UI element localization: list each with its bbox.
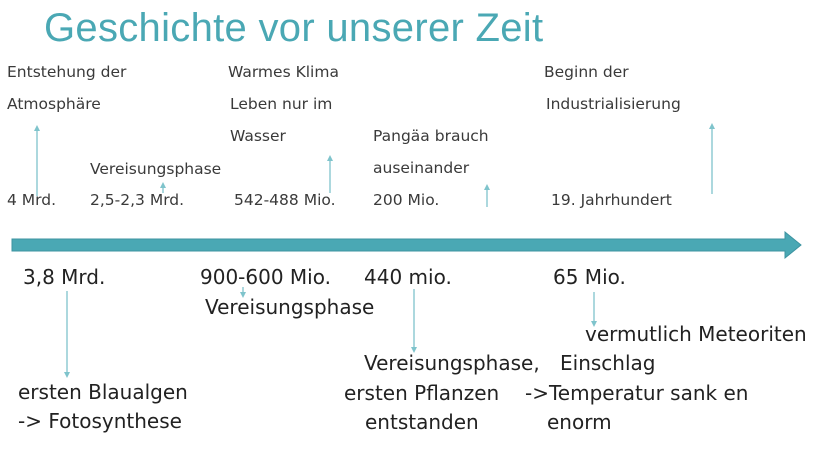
label-date-542-mio: 542-488 Mio. xyxy=(234,191,336,209)
label-meteor-3: ->Temperatur sank en xyxy=(525,381,749,405)
label-warm-climate: Warmes Klima xyxy=(228,63,339,81)
label-plants-1: Vereisungsphase, xyxy=(364,351,540,375)
label-date-3-8-mrd: 3,8 Mrd. xyxy=(23,265,106,289)
label-ice-age-2: Vereisungsphase xyxy=(205,295,375,319)
label-ice-age-1: Vereisungsphase xyxy=(90,160,222,178)
label-algae-2: -> Fotosynthese xyxy=(18,409,182,433)
timeline-arrow xyxy=(11,230,802,260)
label-date-4-mrd: 4 Mrd. xyxy=(7,191,57,209)
label-meteor-4: enorm xyxy=(547,410,612,434)
label-date-200-mio: 200 Mio. xyxy=(373,191,440,209)
label-life-water-2: Wasser xyxy=(230,127,286,145)
label-plants-2: ersten Pflanzen xyxy=(344,381,500,405)
slide-title: Geschichte vor unserer Zeit xyxy=(44,6,544,50)
label-meteor-1: vermutlich Meteoriten xyxy=(585,322,807,346)
label-date-440-mio: 440 mio. xyxy=(364,265,452,289)
label-atmosphere-1: Entstehung der xyxy=(7,63,127,81)
label-plants-3: entstanden xyxy=(365,410,479,434)
label-pangaea-2: auseinander xyxy=(373,159,470,177)
label-meteor-2: Einschlag xyxy=(560,351,656,375)
label-date-65-mio: 65 Mio. xyxy=(553,265,626,289)
label-pangaea-1: Pangäa brauch xyxy=(373,127,489,145)
label-atmosphere-2: Atmosphäre xyxy=(7,95,101,113)
label-date-900-mio: 900-600 Mio. xyxy=(200,265,331,289)
label-algae-1: ersten Blaualgen xyxy=(18,380,188,404)
label-industrial-1: Beginn der xyxy=(544,63,629,81)
label-date-19-jh: 19. Jahrhundert xyxy=(551,191,672,209)
label-life-water-1: Leben nur im xyxy=(230,95,333,113)
label-date-2-5-mrd: 2,5-2,3 Mrd. xyxy=(90,191,185,209)
label-industrial-2: Industrialisierung xyxy=(546,95,681,113)
